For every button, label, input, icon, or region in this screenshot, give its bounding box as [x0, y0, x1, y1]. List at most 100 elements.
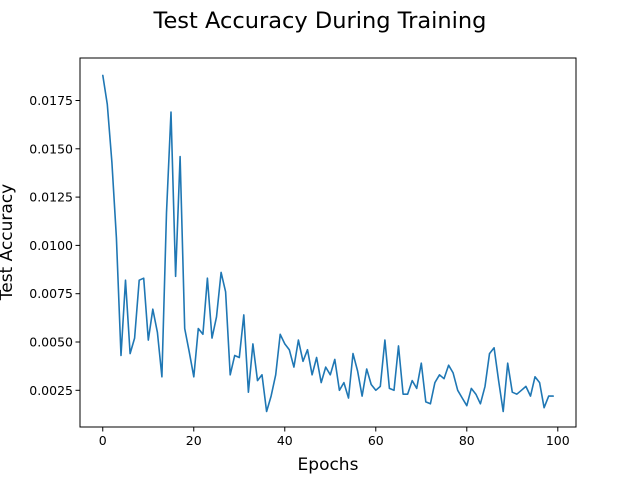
data-point: [521, 389, 523, 391]
data-point: [420, 362, 422, 364]
data-point: [339, 389, 341, 391]
data-point: [152, 308, 154, 310]
data-point: [348, 397, 350, 399]
data-point: [116, 237, 118, 239]
data-point: [202, 333, 204, 335]
x-axis-label: Epochs: [298, 455, 359, 475]
data-point: [389, 388, 391, 390]
y-tick-label: 0.0075: [29, 286, 73, 301]
data-point: [434, 382, 436, 384]
data-point: [543, 407, 545, 409]
data-point: [129, 353, 131, 355]
x-tick-label: 80: [459, 433, 475, 448]
data-point: [134, 337, 136, 339]
data-point: [343, 382, 345, 384]
data-point: [270, 395, 272, 397]
data-point: [461, 397, 463, 399]
data-point: [325, 366, 327, 368]
data-point: [525, 386, 527, 388]
data-point: [393, 389, 395, 391]
data-point: [539, 382, 541, 384]
data-point: [334, 359, 336, 361]
data-point: [220, 272, 222, 274]
data-point: [316, 357, 318, 359]
data-point: [384, 339, 386, 341]
data-point: [107, 104, 109, 106]
data-point: [457, 389, 459, 391]
data-point: [443, 378, 445, 380]
y-axis-label: Test Accuracy: [0, 184, 17, 302]
data-point: [398, 345, 400, 347]
data-point: [170, 111, 172, 113]
data-point: [411, 380, 413, 382]
data-point: [211, 337, 213, 339]
data-point: [439, 374, 441, 376]
data-point: [361, 395, 363, 397]
y-tick-label: 0.0150: [29, 141, 73, 156]
data-point: [193, 376, 195, 378]
data-point: [452, 372, 454, 374]
data-point: [552, 395, 554, 397]
data-point: [548, 395, 550, 397]
data-point: [243, 314, 245, 316]
data-point: [475, 393, 477, 395]
data-point: [175, 276, 177, 278]
data-point: [302, 361, 304, 363]
data-point: [507, 362, 509, 364]
y-tick-label: 0.0100: [29, 238, 73, 253]
data-point: [284, 343, 286, 345]
data-point: [143, 277, 145, 279]
data-point: [188, 351, 190, 353]
data-point: [430, 403, 432, 405]
data-point: [252, 343, 254, 345]
data-point: [530, 395, 532, 397]
y-tick-label: 0.0025: [29, 383, 73, 398]
data-point: [166, 212, 168, 214]
data-point: [147, 339, 149, 341]
data-point: [375, 389, 377, 391]
y-axis: 0.0025 0.0050 0.0075 0.0100 0.0125 0.0150 0.01…: [29, 93, 80, 398]
data-point: [111, 162, 113, 164]
data-point: [407, 393, 409, 395]
data-point: [466, 405, 468, 407]
data-point: [484, 386, 486, 388]
data-point: [234, 355, 236, 357]
data-point: [157, 332, 159, 334]
data-point: [366, 368, 368, 370]
data-point: [216, 316, 218, 318]
data-point: [329, 374, 331, 376]
y-tick-label: 0.0125: [29, 190, 73, 205]
data-point: [425, 401, 427, 403]
data-point: [498, 380, 500, 382]
data-point: [448, 364, 450, 366]
data-point: [289, 349, 291, 351]
data-point: [320, 382, 322, 384]
data-point: [138, 279, 140, 281]
data-point: [184, 328, 186, 330]
data-point: [229, 374, 231, 376]
data-point: [534, 376, 536, 378]
data-point: [125, 279, 127, 281]
data-point: [179, 156, 181, 158]
y-tick-label: 0.0175: [29, 93, 73, 108]
axes-frame: [79, 57, 577, 428]
data-point: [257, 380, 259, 382]
test-accuracy-line: [102, 74, 555, 413]
series-layer: [102, 74, 555, 413]
data-point: [502, 411, 504, 413]
x-tick-label: 60: [368, 433, 384, 448]
data-point: [471, 388, 473, 390]
data-point: [293, 366, 295, 368]
data-point: [102, 75, 104, 77]
data-point: [198, 328, 200, 330]
data-point: [480, 403, 482, 405]
data-point: [489, 353, 491, 355]
data-point: [298, 339, 300, 341]
data-point: [311, 374, 313, 376]
x-tick-label: 20: [186, 433, 202, 448]
x-tick-label: 100: [546, 433, 570, 448]
x-tick-label: 40: [277, 433, 293, 448]
data-point: [266, 411, 268, 413]
data-point: [307, 349, 309, 351]
